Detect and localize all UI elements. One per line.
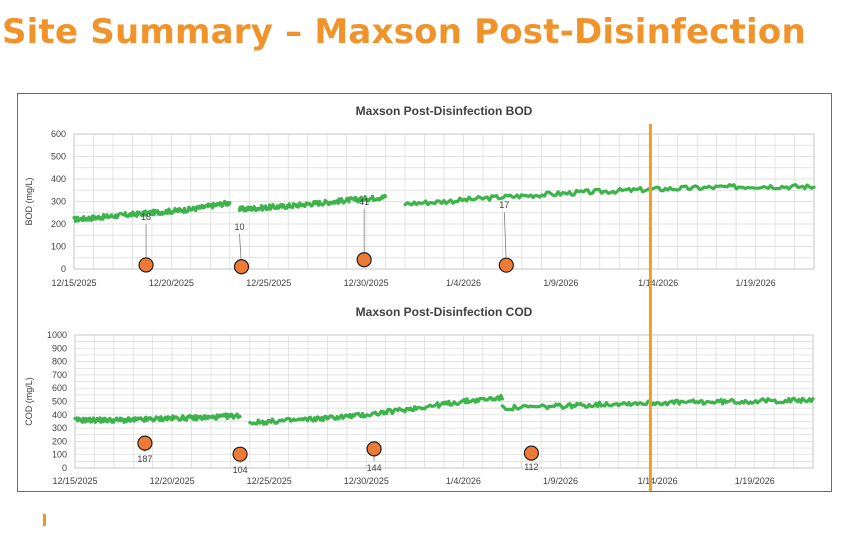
bod-y-tick-label: 0 [61, 264, 66, 274]
bod-x-tick-label: 1/9/2026 [543, 278, 578, 288]
cod-x-tick-label: 1/4/2026 [446, 476, 481, 486]
cod-chart-title: Maxson Post-Disinfection COD [356, 305, 533, 319]
cod-x-tick-label: 12/25/2025 [247, 476, 292, 486]
cod-y-tick-label: 700 [52, 370, 67, 380]
bod-x-tick-label: 1/14/2026 [638, 278, 678, 288]
bod-lab-value-label: 17 [499, 200, 509, 210]
bod-series-sensor-3 [403, 183, 816, 207]
cod-y-tick-label: 0 [62, 463, 67, 473]
cod-lab-value-label: 144 [367, 463, 382, 473]
footer-accent-mark [43, 514, 46, 526]
charts-canvas: Maxson Post-Disinfection BOD010020030040… [24, 104, 816, 491]
cod-lab-value-label: 187 [137, 454, 152, 464]
bod-y-axis-label: BOD (mg/L) [24, 177, 34, 225]
bod-callout-leader [503, 212, 507, 266]
bod-x-tick-label: 1/19/2026 [736, 278, 776, 288]
bod-series-sensor-1 [72, 199, 232, 223]
cod-y-tick-label: 100 [52, 450, 67, 460]
cod-series-sensor-2 [248, 393, 504, 426]
bod-x-tick-label: 12/30/2025 [344, 278, 389, 288]
bod-x-tick-label: 12/20/2025 [149, 278, 194, 288]
cod-y-tick-label: 300 [52, 423, 67, 433]
slide-title: Site Summary – Maxson Post-Disinfection [2, 12, 806, 52]
bod-lab-sample-point [356, 252, 372, 268]
cod-y-axis-label: COD (mg/L) [24, 377, 34, 426]
bod-lab-sample-point [138, 257, 154, 273]
bod-lab-sample-point [233, 259, 250, 275]
cod-series-sensor-3 [500, 396, 815, 412]
bod-plot-area [73, 133, 815, 270]
bod-series-sensor-2 [237, 193, 388, 213]
cod-lab-sample-point [523, 445, 539, 461]
bod-chart-title: Maxson Post-Disinfection BOD [356, 104, 533, 118]
bod-lab-value-label: 18 [141, 212, 151, 222]
cod-y-tick-label: 800 [52, 357, 67, 367]
cod-lab-sample-point [137, 435, 153, 451]
bod-lab-sample-point [498, 257, 514, 273]
cod-y-tick-label: 1000 [47, 330, 67, 340]
cod-x-tick-label: 12/15/2025 [52, 476, 97, 486]
bod-lab-value-label: 41 [359, 197, 369, 207]
cod-lab-value-label: 104 [233, 465, 248, 475]
cod-y-tick-label: 900 [52, 343, 67, 353]
bod-x-tick-label: 1/4/2026 [446, 278, 481, 288]
bod-y-tick-label: 400 [51, 174, 66, 184]
bod-x-tick-label: 12/25/2025 [246, 278, 291, 288]
cod-y-tick-label: 200 [52, 436, 67, 446]
cod-series-sensor-1 [73, 412, 242, 424]
bod-y-tick-label: 200 [51, 219, 66, 229]
bod-y-tick-label: 600 [51, 129, 66, 139]
cod-lab-sample-point [366, 441, 382, 457]
cod-y-tick-label: 500 [52, 397, 67, 407]
bod-y-tick-label: 300 [51, 197, 66, 207]
cod-lab-value-label: 112 [524, 462, 538, 472]
cod-x-tick-label: 12/20/2025 [150, 476, 195, 486]
cod-x-tick-label: 12/30/2025 [344, 476, 389, 486]
cod-lab-sample-point [232, 446, 248, 462]
cod-x-tick-label: 1/9/2026 [543, 476, 578, 486]
cod-y-tick-label: 600 [52, 383, 67, 393]
bod-x-tick-label: 12/15/2025 [51, 278, 96, 288]
bod-y-tick-label: 500 [51, 152, 66, 162]
cod-x-tick-label: 1/14/2026 [638, 476, 678, 486]
cod-x-tick-label: 1/19/2026 [735, 476, 775, 486]
cod-y-tick-label: 400 [52, 410, 67, 420]
bod-y-tick-label: 100 [51, 242, 66, 252]
chart-frame: Maxson Post-Disinfection BOD 0 100 200 300 40… [17, 93, 832, 492]
bod-lab-value-label: 10 [234, 222, 244, 232]
